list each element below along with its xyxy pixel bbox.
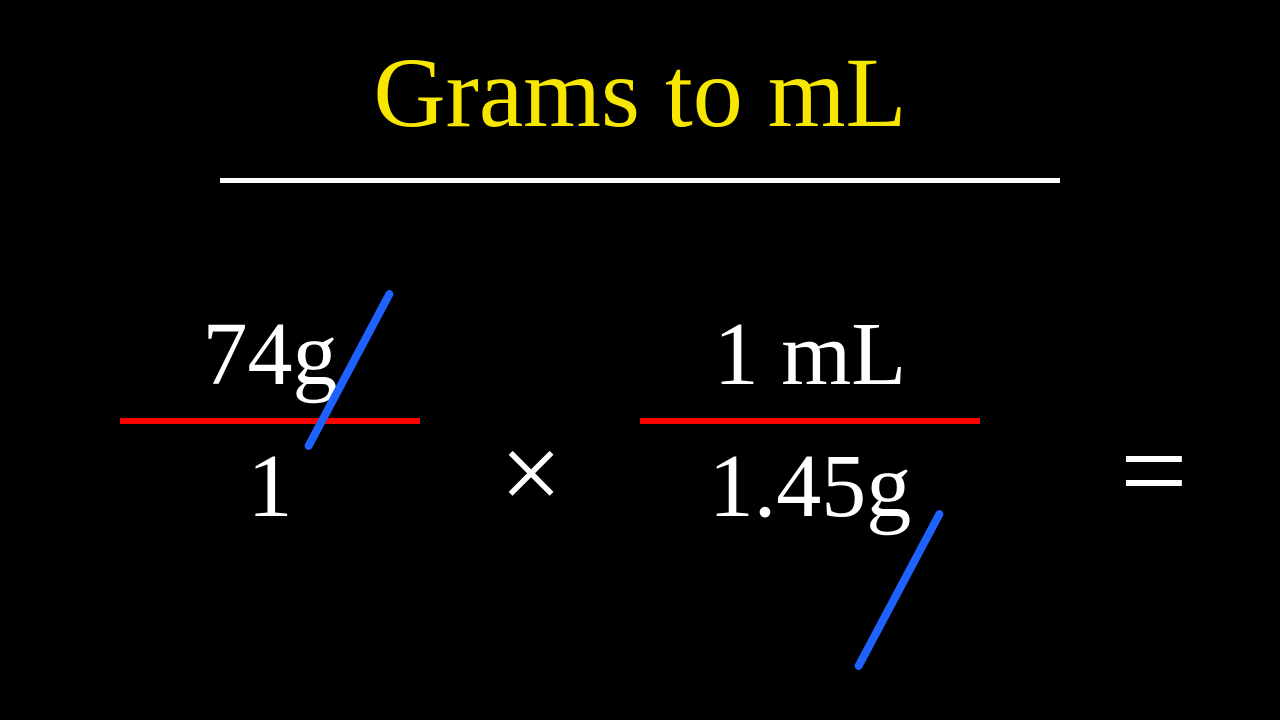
multiply-symbol: ×: [500, 410, 562, 537]
fraction-2: 1 mL 1.45g: [640, 310, 980, 532]
equals-symbol: =: [1120, 402, 1188, 540]
fraction-1: 74g 1: [120, 310, 420, 532]
fraction-1-denominator: 1: [120, 442, 420, 532]
fraction-1-bar: [120, 418, 420, 424]
page-title: Grams to mL: [373, 35, 906, 150]
equation-container: 74g 1 × 1 mL 1.45g =: [0, 310, 1280, 690]
fraction-2-numerator: 1 mL: [640, 310, 980, 400]
title-underline: [220, 178, 1060, 183]
fraction-2-denominator: 1.45g: [640, 442, 980, 532]
fraction-2-bar: [640, 418, 980, 424]
